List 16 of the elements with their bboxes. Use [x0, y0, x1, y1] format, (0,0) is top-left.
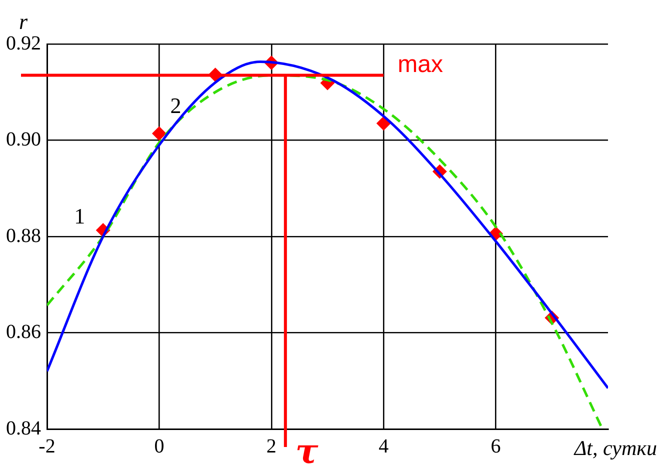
- x-tick-label: -2: [38, 435, 56, 458]
- x-axis-title: Δt, сутки: [573, 436, 657, 460]
- series-label: 2: [170, 92, 182, 118]
- x-tick-label: 4: [378, 435, 389, 458]
- y-tick-label: 0.88: [6, 224, 41, 247]
- ref-line-label: τ: [295, 432, 318, 467]
- y-tick-label: 0.90: [6, 128, 41, 150]
- x-tick-label: 6: [490, 435, 501, 458]
- y-axis-title: r: [19, 8, 28, 34]
- x-tick-label: 2: [266, 435, 276, 458]
- series-label: 1: [74, 203, 86, 228]
- y-tick-label: 0.84: [6, 417, 41, 440]
- x-tick-label: 0: [154, 435, 164, 458]
- ref-line-label: max: [398, 50, 443, 78]
- y-tick-label: 0.92: [6, 32, 41, 54]
- y-tick-label: 0.86: [6, 321, 41, 343]
